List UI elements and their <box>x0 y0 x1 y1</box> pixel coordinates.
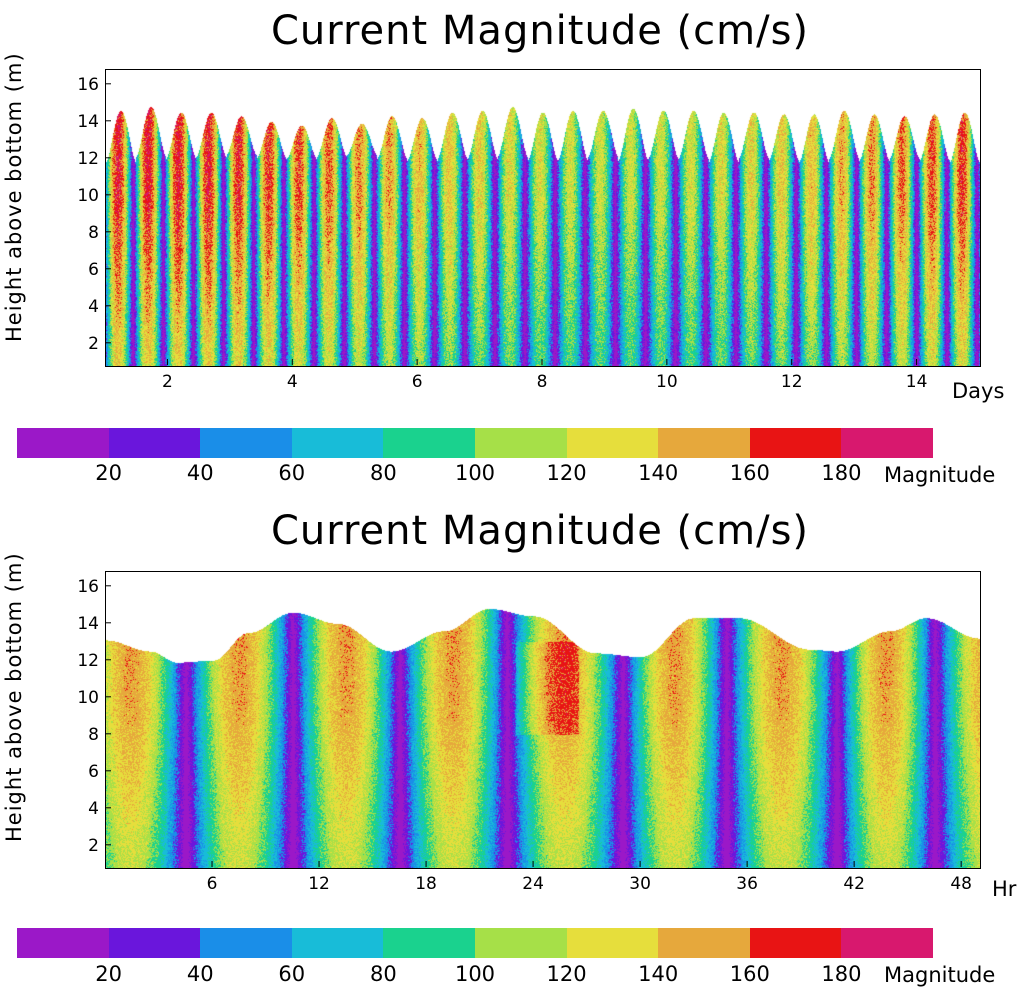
colorbar-tick-label: 160 <box>730 962 770 986</box>
y-tick-label: 4 <box>88 799 99 819</box>
top-panel: Current Magnitude (cm/s) Height above bo… <box>0 0 1023 495</box>
colorbar-tick-label: 180 <box>821 962 861 986</box>
colorbar-segment <box>291 428 384 458</box>
colorbar-segment <box>108 428 201 458</box>
x-tick-label: 18 <box>415 874 437 894</box>
x-tick-label: 48 <box>950 874 972 894</box>
colorbar-segment <box>200 428 292 458</box>
colorbar-tick-label: 180 <box>821 461 861 485</box>
x-tick-label: 12 <box>308 874 330 894</box>
x-tick-label: 2 <box>162 372 173 392</box>
colorbar-segment <box>566 928 659 958</box>
y-tick-label: 14 <box>77 112 99 132</box>
x-tick-label: 42 <box>843 874 865 894</box>
x-axis-unit-label: Hr <box>992 877 1017 901</box>
y-tick-label: 12 <box>77 149 99 169</box>
colorbar-segment <box>383 428 475 458</box>
colorbar-tick-label: 120 <box>547 962 587 986</box>
colorbar-tick-label: 140 <box>638 962 678 986</box>
colorbar-label: Magnitude <box>884 463 996 487</box>
colorbar-segment <box>474 428 567 458</box>
x-tick-label: 10 <box>656 372 678 392</box>
y-tick-label: 10 <box>77 186 99 206</box>
x-tick-label: 30 <box>629 874 651 894</box>
x-tick-label: 14 <box>906 372 928 392</box>
colorbar-segment <box>17 428 109 458</box>
y-tick-label: 14 <box>77 614 99 634</box>
colorbar-tick-label: 140 <box>638 461 678 485</box>
colorbar-segment <box>17 928 109 958</box>
colorbar-tick-label: 20 <box>95 962 122 986</box>
x-tick-label: 4 <box>287 372 298 392</box>
colorbar-tick-label: 60 <box>278 962 305 986</box>
chart-title: Current Magnitude (cm/s) <box>270 8 810 54</box>
colorbar-ticks: 20 40 60 80 100 120 140 160 180 <box>95 962 861 986</box>
colorbar-segment <box>658 428 750 458</box>
y-tick-label: 6 <box>88 762 99 782</box>
colorbar-tick-label: 80 <box>370 461 397 485</box>
colorbar-tick-label: 60 <box>278 461 305 485</box>
x-axis-unit-label: Days <box>952 379 1005 403</box>
y-tick-label: 6 <box>88 260 99 280</box>
colorbar-tick-label: 20 <box>95 461 122 485</box>
x-tick-label: 24 <box>522 874 544 894</box>
colorbar-tick-label: 120 <box>547 461 587 485</box>
colorbar-tick-label: 100 <box>455 461 495 485</box>
x-tick-label: 6 <box>412 372 423 392</box>
y-tick-label: 2 <box>88 836 99 856</box>
y-tick-label: 8 <box>88 223 99 243</box>
y-tick-label: 12 <box>77 651 99 671</box>
y-tick-label: 16 <box>77 75 99 95</box>
heatmap-canvas <box>106 70 980 366</box>
x-tick-label: 36 <box>736 874 758 894</box>
y-tick-label: 4 <box>88 297 99 317</box>
colorbar-segment <box>291 928 384 958</box>
bottom-panel: Current Magnitude (cm/s) Height above bo… <box>0 495 1023 991</box>
x-tick-label: 6 <box>207 874 218 894</box>
x-tick-label: 12 <box>781 372 803 392</box>
plot-area <box>105 571 981 869</box>
colorbar-segment <box>474 928 567 958</box>
colorbar-segment <box>108 928 201 958</box>
y-tick-label: 10 <box>77 688 99 708</box>
plot-area <box>105 69 981 367</box>
colorbar-tick-label: 40 <box>187 461 214 485</box>
colorbar-segment <box>749 428 842 458</box>
colorbar-segment <box>566 428 659 458</box>
x-tick-label: 8 <box>537 372 548 392</box>
colorbar-tick-label: 40 <box>187 962 214 986</box>
colorbar-segment <box>841 428 933 458</box>
colorbar <box>17 928 933 958</box>
colorbar-segment <box>383 928 475 958</box>
colorbar-segment <box>200 928 292 958</box>
y-tick-label: 2 <box>88 334 99 354</box>
colorbar-tick-label: 80 <box>370 962 397 986</box>
y-tick-label: 8 <box>88 725 99 745</box>
colorbar-ticks: 20 40 60 80 100 120 140 160 180 <box>95 461 861 485</box>
axes: 2 4 6 8 10 12 14 16 2 4 6 8 10 12 14 <box>77 75 928 392</box>
chart-title: Current Magnitude (cm/s) <box>270 508 810 554</box>
colorbar-tick-label: 100 <box>455 962 495 986</box>
heatmap-canvas <box>106 572 980 868</box>
colorbar-tick-label: 160 <box>730 461 770 485</box>
colorbar <box>17 428 933 458</box>
colorbar-segment <box>749 928 842 958</box>
colorbar-label: Magnitude <box>884 963 996 987</box>
colorbar-segment <box>658 928 750 958</box>
colorbar-segment <box>841 928 933 958</box>
y-tick-label: 16 <box>77 577 99 597</box>
